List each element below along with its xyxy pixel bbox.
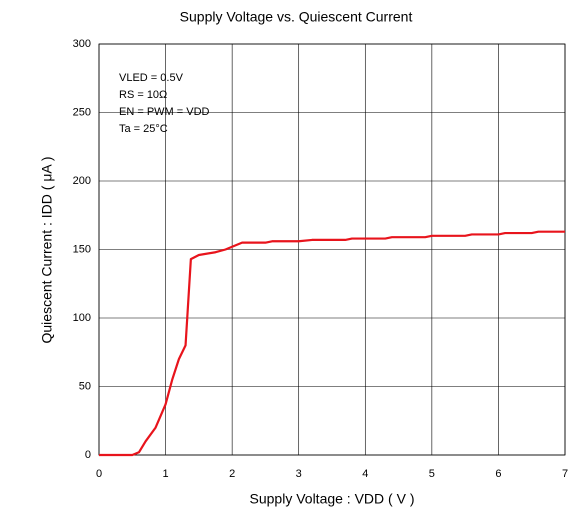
y-tick-label: 250 (73, 106, 91, 118)
y-tick-label: 300 (73, 38, 91, 50)
x-tick-label: 5 (429, 468, 435, 480)
data-line (99, 230, 565, 457)
x-tick-label: 7 (562, 468, 568, 480)
y-tick-label: 200 (73, 175, 91, 187)
annotation: RS = 10Ω (119, 89, 167, 101)
annotation: VLED = 0.5V (119, 72, 184, 84)
y-tick-label: 100 (73, 312, 91, 324)
x-tick-label: 0 (96, 468, 102, 480)
x-tick-label: 2 (229, 468, 235, 480)
chart-title: Supply Voltage vs. Quiescent Current (180, 9, 413, 25)
x-axis-label: Supply Voltage : VDD ( V ) (250, 491, 415, 507)
x-tick-label: 4 (362, 468, 368, 480)
x-tick-label: 6 (495, 468, 501, 480)
x-tick-label: 3 (296, 468, 302, 480)
y-tick-label: 150 (73, 243, 91, 255)
x-tick-label: 1 (163, 468, 169, 480)
y-tick-label: 50 (79, 380, 91, 392)
y-tick-label: 0 (85, 449, 91, 461)
annotation: Ta = 25°C (119, 123, 168, 135)
y-axis-label: Quiescent Current : IDD ( μA ) (39, 156, 55, 343)
annotation: EN = PWM = VDD (119, 106, 210, 118)
